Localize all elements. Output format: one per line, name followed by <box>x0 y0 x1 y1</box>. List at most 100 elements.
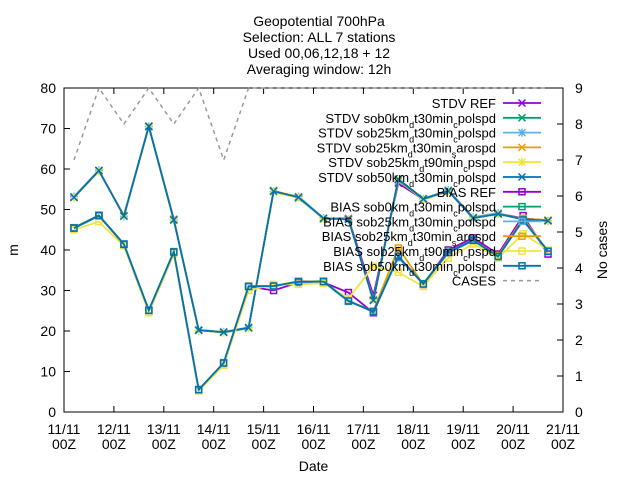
legend-label-part: BIAS sob0km <box>330 200 409 215</box>
legend-label-part: pspd <box>468 155 496 170</box>
legend-label-part: polspd <box>458 200 496 215</box>
legend-label: STDV sob25kmdt90mincpspd <box>328 155 496 174</box>
legend-label-part: d <box>409 120 414 130</box>
data-point <box>344 297 353 305</box>
series-line <box>73 214 549 392</box>
legend-label-part: d <box>419 164 424 174</box>
data-point <box>319 214 328 223</box>
legend-label-part: polspd <box>458 170 496 185</box>
data-point <box>169 215 178 225</box>
data-point <box>344 215 353 224</box>
data-point <box>444 248 452 257</box>
x-tick-label-hour: 00Z <box>551 436 576 452</box>
data-point <box>194 385 203 394</box>
x-tick-label-date: 17/11 <box>346 421 380 437</box>
x-axis-label: Date <box>299 458 329 474</box>
data-point <box>394 244 403 252</box>
y-tick-label: 20 <box>40 323 56 339</box>
data-point <box>70 224 78 232</box>
legend-label-part: s <box>452 238 457 248</box>
y-tick-label: 70 <box>40 121 56 137</box>
legend-label-part: t90min <box>424 244 463 259</box>
data-point <box>269 282 278 290</box>
x-tick-label-hour: 00Z <box>252 436 277 452</box>
x-tick-label-hour: 00Z <box>351 436 376 452</box>
x-tick-label-date: 15/11 <box>247 421 281 437</box>
legend-label-part: STDV REF <box>432 96 496 111</box>
data-point <box>269 187 278 196</box>
legend-label: BIAS sob25kmdt30minsarospd <box>322 229 496 248</box>
x-tick-label-hour: 00Z <box>202 436 227 452</box>
data-point <box>120 240 128 249</box>
legend-label-part: d <box>409 179 414 189</box>
y2-tick-label: 5 <box>575 224 583 240</box>
data-point <box>369 296 378 305</box>
y2-axis-label: No cases <box>594 221 610 279</box>
legend-label-part: d <box>408 149 413 159</box>
x-tick-label-date: 20/11 <box>496 421 530 437</box>
series <box>73 86 548 163</box>
data-point <box>494 252 502 261</box>
y-tick-label: 60 <box>40 161 56 177</box>
legend-label-part: c <box>453 209 458 219</box>
legend-label-part: STDV sob25km <box>318 126 409 141</box>
data-point <box>369 262 378 270</box>
y-tick-label: 0 <box>48 404 56 420</box>
data-point <box>518 202 526 211</box>
data-point <box>494 209 503 218</box>
legend-label: STDV REF <box>432 96 496 111</box>
series-line <box>73 123 549 334</box>
legend-label-part: STDV sob50km <box>318 170 409 185</box>
y2-tick-label: 4 <box>575 260 583 276</box>
legend-label-part: c <box>463 164 468 174</box>
x-tick-label-date: 18/11 <box>396 421 430 437</box>
legend-label-part: d <box>408 238 413 248</box>
legend-label: STDV sob25kmdt30minsarospd <box>317 140 496 159</box>
legend-label-part: BIAS sob50km <box>323 259 409 274</box>
x-tick-label-date: 16/11 <box>297 421 331 437</box>
legend-label-part: arospd <box>456 140 496 155</box>
data-point <box>517 113 527 122</box>
data-point <box>543 216 553 225</box>
legend-label-part: BIAS sob25km <box>322 229 408 244</box>
data-point <box>244 282 253 291</box>
legend-label-part: BIAS REF <box>437 185 496 200</box>
data-point <box>319 277 328 286</box>
data-point <box>518 217 526 226</box>
data-point <box>194 326 203 335</box>
legend-label-part: polspd <box>458 259 496 274</box>
legend-label: CASES <box>452 274 496 289</box>
legend-label: BIAS sob25kmdt90mincpspd <box>333 244 496 263</box>
data-point <box>145 306 153 315</box>
legend-label-part: d <box>419 253 424 263</box>
legend-label-part: d <box>409 223 414 233</box>
x-tick-label-date: 11/11 <box>48 421 81 437</box>
x-tick-label-date: 14/11 <box>197 421 231 437</box>
y-tick-label: 80 <box>40 80 56 96</box>
data-point <box>517 143 527 152</box>
legend-label: BIAS sob0kmdt30mincpolspd <box>330 200 496 219</box>
title-line: Used 00,06,12,18 + 12 <box>248 45 390 61</box>
legend-label-part: t30min <box>413 140 452 155</box>
legend-label-part: t30min <box>414 259 453 274</box>
x-tick-label-date: 13/11 <box>147 421 181 437</box>
data-point <box>219 328 228 337</box>
legend-label-part: t90min <box>424 155 463 170</box>
y-tick-label: 50 <box>40 202 56 218</box>
legend-label-part: polspd <box>458 111 496 126</box>
legend-label-part: pspd <box>468 244 496 259</box>
legend-label-part: d <box>409 135 414 145</box>
y-tick-label: 30 <box>40 283 56 299</box>
x-tick-label-hour: 00Z <box>102 436 127 452</box>
data-point <box>244 323 253 332</box>
y2-axis: 0 1 2 3 4 5 6 7 8 9 <box>557 80 583 420</box>
y2-tick-label: 6 <box>575 188 583 204</box>
data-point <box>518 232 526 240</box>
legend-label-part: STDV sob25km <box>328 155 419 170</box>
legend-label-part: t30min <box>413 229 452 244</box>
x-tick-label-date: 12/11 <box>97 421 131 437</box>
legend-label-part: STDV sob0km <box>325 111 409 126</box>
legend-label-part: c <box>453 179 458 189</box>
series-line <box>73 86 548 163</box>
